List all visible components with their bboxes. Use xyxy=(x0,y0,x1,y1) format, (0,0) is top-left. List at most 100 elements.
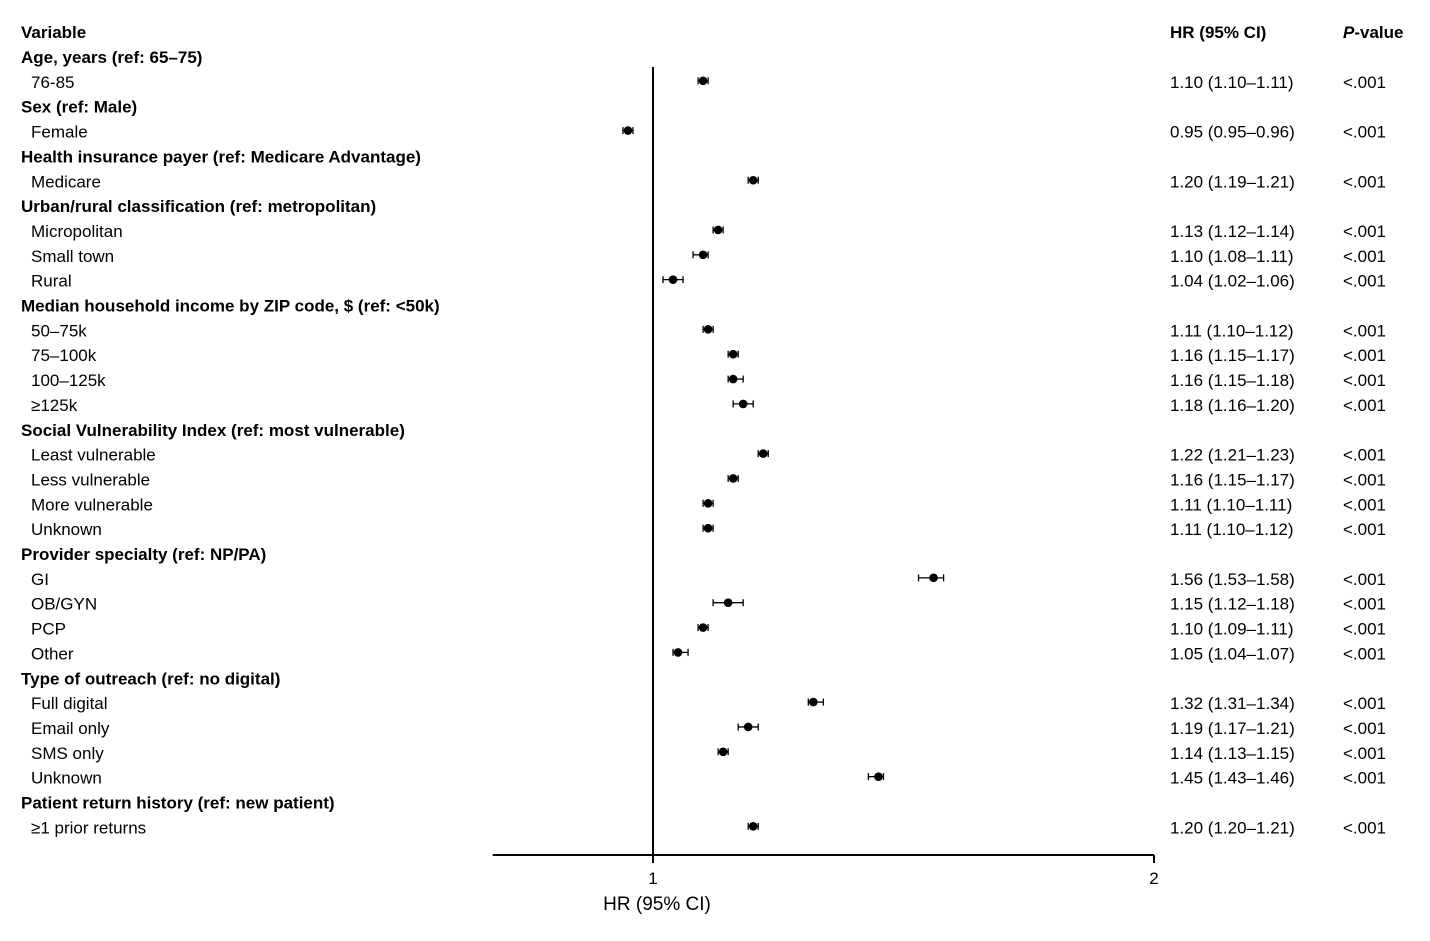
p-value: <.001 xyxy=(1343,520,1386,539)
row-label: PCP xyxy=(31,620,66,639)
hr-ci-value: 1.56 (1.53–1.58) xyxy=(1170,570,1295,589)
p-value: <.001 xyxy=(1343,222,1386,241)
hr-ci-value: 1.32 (1.31–1.34) xyxy=(1170,694,1295,713)
group-label: Health insurance payer (ref: Medicare Ad… xyxy=(21,147,421,166)
row-label: Micropolitan xyxy=(31,222,123,241)
hr-ci-value: 1.19 (1.17–1.21) xyxy=(1170,719,1295,738)
group-label: Age, years (ref: 65–75) xyxy=(21,48,202,67)
row-label: GI xyxy=(31,570,49,589)
row-label: Email only xyxy=(31,719,110,738)
p-value: <.001 xyxy=(1343,272,1386,291)
hr-ci-value: 1.11 (1.10–1.12) xyxy=(1170,520,1294,539)
hr-ci-value: 1.13 (1.12–1.14) xyxy=(1170,222,1295,241)
hr-point xyxy=(698,623,708,632)
row-label: Female xyxy=(31,123,88,142)
row-label: More vulnerable xyxy=(31,495,153,514)
hr-ci-value: 1.10 (1.09–1.11) xyxy=(1170,620,1294,639)
hr-point xyxy=(809,697,818,707)
hr-ci-value: 1.10 (1.10–1.11) xyxy=(1170,73,1294,92)
row-label: ≥1 prior returns xyxy=(31,818,146,837)
row-label: ≥125k xyxy=(31,396,78,415)
row-label: Rural xyxy=(31,272,72,291)
p-value: <.001 xyxy=(1343,446,1386,465)
group-label: Sex (ref: Male) xyxy=(21,98,137,117)
hr-point xyxy=(703,499,713,508)
hr-point xyxy=(738,399,748,409)
p-value: <.001 xyxy=(1343,346,1386,365)
row-label: Other xyxy=(31,644,74,663)
hr-ci-value: 1.20 (1.19–1.21) xyxy=(1170,172,1295,191)
row-label: SMS only xyxy=(31,744,104,763)
hr-ci-value: 1.16 (1.15–1.17) xyxy=(1170,470,1295,489)
p-value: <.001 xyxy=(1343,396,1386,415)
header-p-rest: -value xyxy=(1354,23,1403,42)
row-label: Least vulnerable xyxy=(31,446,156,465)
hr-point xyxy=(874,772,883,781)
group-label: Patient return history (ref: new patient… xyxy=(21,794,335,813)
header-p-value: P-value xyxy=(1343,23,1403,42)
hr-point xyxy=(748,822,758,831)
p-value: <.001 xyxy=(1343,769,1386,788)
hr-point xyxy=(698,250,708,260)
row-label: 75–100k xyxy=(31,346,97,365)
hr-point xyxy=(713,225,723,235)
row-label: Unknown xyxy=(31,520,102,539)
hr-ci-value: 1.04 (1.02–1.06) xyxy=(1170,272,1295,291)
group-label: Social Vulnerability Index (ref: most vu… xyxy=(21,421,405,440)
hr-point xyxy=(668,275,678,284)
hr-point xyxy=(728,474,738,483)
group-label: Urban/rural classification (ref: metropo… xyxy=(21,197,376,216)
header-variable: Variable xyxy=(21,23,86,42)
hr-point xyxy=(703,325,713,334)
hr-ci-value: 1.16 (1.15–1.17) xyxy=(1170,346,1295,365)
group-label: Type of outreach (ref: no digital) xyxy=(21,669,280,688)
row-label: Unknown xyxy=(31,769,102,788)
p-value: <.001 xyxy=(1343,371,1386,390)
hr-ci-value: 1.11 (1.10–1.11) xyxy=(1170,495,1292,514)
hr-ci-value: 1.22 (1.21–1.23) xyxy=(1170,446,1295,465)
group-label: Provider specialty (ref: NP/PA) xyxy=(21,545,266,564)
hr-ci-value: 1.16 (1.15–1.18) xyxy=(1170,371,1295,390)
p-value: <.001 xyxy=(1343,570,1386,589)
header-hr-ci: HR (95% CI) xyxy=(1170,23,1266,42)
hr-point xyxy=(758,449,768,458)
table-rows: Age, years (ref: 65–75) 76-85 1.10 (1.10–1… xyxy=(21,48,1386,837)
row-label: OB/GYN xyxy=(31,595,97,614)
p-value: <.001 xyxy=(1343,744,1386,763)
hr-point xyxy=(718,747,728,757)
row-label: Full digital xyxy=(31,694,108,713)
row-label: 50–75k xyxy=(31,321,87,340)
hr-ci-value: 1.15 (1.12–1.18) xyxy=(1170,595,1295,614)
plot-area: 1 2 HR (95% CI) xyxy=(492,67,1159,915)
hr-ci-value: 1.14 (1.13–1.15) xyxy=(1170,744,1295,763)
hr-point xyxy=(723,598,733,607)
hr-ci-value: 1.45 (1.43–1.46) xyxy=(1170,769,1295,788)
hr-ci-value: 1.18 (1.16–1.20) xyxy=(1170,396,1295,415)
hr-point xyxy=(698,76,708,86)
hr-point xyxy=(728,374,738,384)
p-value: <.001 xyxy=(1343,719,1386,738)
p-value: <.001 xyxy=(1343,73,1386,92)
row-label: 100–125k xyxy=(31,371,106,390)
group-label: Median household income by ZIP code, $ (… xyxy=(21,297,440,316)
row-label: Medicare xyxy=(31,172,101,191)
hr-point xyxy=(728,349,738,359)
hr-ci-value: 0.95 (0.95–0.96) xyxy=(1170,123,1295,142)
p-value: <.001 xyxy=(1343,247,1386,266)
p-value: <.001 xyxy=(1343,818,1386,837)
p-value: <.001 xyxy=(1343,495,1386,514)
p-value: <.001 xyxy=(1343,595,1386,614)
hr-point xyxy=(743,722,753,732)
x-axis-title: HR (95% CI) xyxy=(603,894,711,915)
hr-ci-value: 1.10 (1.08–1.11) xyxy=(1170,247,1294,266)
row-label: 76-85 xyxy=(31,73,74,92)
header-p-italic: P xyxy=(1343,23,1355,42)
hr-ci-value: 1.11 (1.10–1.12) xyxy=(1170,321,1294,340)
p-value: <.001 xyxy=(1343,644,1386,663)
hr-ci-value: 1.05 (1.04–1.07) xyxy=(1170,644,1295,663)
x-tick-label: 1 xyxy=(648,869,657,888)
row-label: Small town xyxy=(31,247,114,266)
p-value: <.001 xyxy=(1343,172,1386,191)
p-value: <.001 xyxy=(1343,470,1386,489)
